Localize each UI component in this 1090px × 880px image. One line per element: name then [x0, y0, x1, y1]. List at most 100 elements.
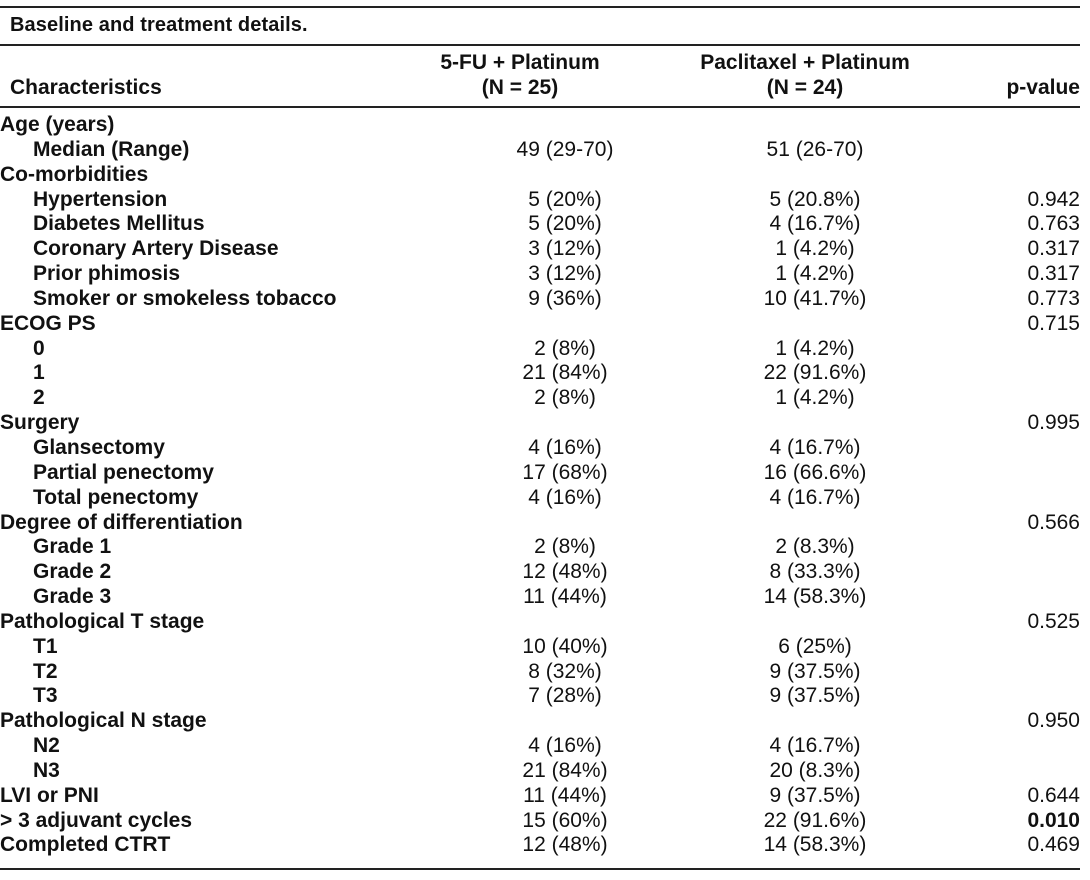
table-row: Prior phimosis 3 (12%) 1 (4.2%) 0.317	[0, 262, 1080, 287]
pvalue-cell	[940, 486, 1080, 511]
group1-cell: 49 (29-70)	[440, 138, 680, 163]
group2-cell	[680, 113, 940, 138]
group2-cell: 14 (58.3%)	[680, 585, 940, 610]
group1-cell	[440, 511, 680, 536]
group2-value: 51 (26-70)	[766, 137, 864, 161]
group1-cell: 2 (8%)	[440, 337, 680, 362]
group2-value: 1 (4.2%)	[775, 262, 855, 286]
table-row: Pathological N stage 0.950	[0, 709, 1080, 734]
table-row: ECOG PS 0.715	[0, 312, 1080, 337]
row-label: Degree of differentiation	[0, 510, 243, 534]
header-characteristics: Characteristics	[10, 76, 162, 99]
top-rule	[0, 6, 1080, 8]
table-row: 2 2 (8%) 1 (4.2%)	[0, 386, 1080, 411]
group1-value: 21 (84%)	[522, 361, 608, 385]
group2-cell: 4 (16.7%)	[680, 212, 940, 237]
group2-cell: 14 (58.3%)	[680, 833, 940, 858]
caption-rule	[0, 44, 1080, 46]
pvalue-cell: 0.525	[1027, 609, 1080, 633]
group1-value: 3 (12%)	[528, 237, 602, 261]
pvalue-cell	[940, 635, 1080, 660]
group1-value: 9 (36%)	[528, 286, 602, 310]
header-group2-name: Paclitaxel + Platinum	[700, 51, 910, 74]
row-label: 0	[33, 336, 45, 360]
group2-cell	[680, 511, 940, 536]
group1-value: 8 (32%)	[528, 659, 602, 683]
group1-value: 11 (44%)	[523, 783, 607, 807]
pvalue-cell	[940, 585, 1080, 610]
group2-cell: 22 (91.6%)	[680, 809, 940, 834]
group1-value: 5 (20%)	[528, 187, 602, 211]
group2-cell: 2 (8.3%)	[680, 535, 940, 560]
group1-value: 4 (16%)	[528, 734, 602, 758]
group2-cell: 16 (66.6%)	[680, 461, 940, 486]
group2-cell: 5 (20.8%)	[680, 188, 940, 213]
group2-value: 1 (4.2%)	[775, 237, 855, 261]
group1-value: 5 (20%)	[528, 212, 602, 236]
row-label: Partial penectomy	[33, 460, 214, 484]
group2-value: 4 (16.7%)	[769, 212, 861, 236]
group2-cell: 4 (16.7%)	[680, 734, 940, 759]
table-row: Hypertension 5 (20%) 5 (20.8%) 0.942	[0, 188, 1080, 213]
pvalue-cell: 0.773	[1027, 286, 1080, 310]
pvalue-cell: 0.763	[1027, 212, 1080, 236]
group1-cell: 9 (36%)	[440, 287, 680, 312]
group2-cell: 22 (91.6%)	[680, 361, 940, 386]
group2-value: 5 (20.8%)	[769, 187, 861, 211]
pvalue-cell	[940, 361, 1080, 386]
group2-value: 4 (16.7%)	[769, 485, 861, 509]
group1-cell: 11 (44%)	[440, 585, 680, 610]
table-row: Glansectomy 4 (16%) 4 (16.7%)	[0, 436, 1080, 461]
group1-cell	[440, 113, 680, 138]
pvalue-cell: 0.010	[1027, 808, 1080, 832]
row-label: Glansectomy	[33, 435, 165, 459]
group2-cell: 9 (37.5%)	[680, 660, 940, 685]
row-label: Median (Range)	[33, 137, 190, 161]
pvalue-cell	[940, 734, 1080, 759]
pvalue-cell	[940, 660, 1080, 685]
group1-cell: 5 (20%)	[440, 188, 680, 213]
group1-cell: 21 (84%)	[440, 361, 680, 386]
table-row: Age (years)	[0, 113, 1080, 138]
pvalue-cell: 0.942	[1027, 187, 1080, 211]
row-label: N2	[33, 734, 60, 758]
group1-cell	[440, 709, 680, 734]
group1-value: 2 (8%)	[534, 336, 596, 360]
row-label: Pathological T stage	[0, 609, 205, 633]
table-row: Co-morbidities	[0, 163, 1080, 188]
group1-cell: 2 (8%)	[440, 386, 680, 411]
table-row: Diabetes Mellitus 5 (20%) 4 (16.7%) 0.763	[0, 212, 1080, 237]
group1-cell: 3 (12%)	[440, 262, 680, 287]
group2-cell: 9 (37.5%)	[680, 784, 940, 809]
group2-cell: 1 (4.2%)	[680, 337, 940, 362]
pvalue-cell	[940, 684, 1080, 709]
table-row: Surgery 0.995	[0, 411, 1080, 436]
group2-value: 4 (16.7%)	[769, 734, 861, 758]
row-label: Grade 2	[33, 560, 112, 584]
group2-value: 6 (25%)	[778, 634, 852, 658]
group1-cell: 4 (16%)	[440, 436, 680, 461]
group2-cell: 1 (4.2%)	[680, 237, 940, 262]
pvalue-cell	[940, 138, 1080, 163]
row-label: T1	[33, 634, 58, 658]
header-group1-name: 5-FU + Platinum	[440, 51, 600, 74]
row-label: > 3 adjuvant cycles	[0, 808, 193, 832]
group2-cell: 1 (4.2%)	[680, 386, 940, 411]
table-body: Age (years) Median (Range) 49 (29-70) 51 (2…	[0, 113, 1080, 858]
group2-value: 22 (91.6%)	[763, 361, 867, 385]
row-label: LVI or PNI	[0, 783, 99, 807]
group2-value: 9 (37.5%)	[769, 783, 861, 807]
group2-value: 14 (58.3%)	[763, 833, 867, 857]
table-row: T2 8 (32%) 9 (37.5%)	[0, 660, 1080, 685]
group1-value: 3 (12%)	[528, 262, 602, 286]
group2-value: 2 (8.3%)	[775, 535, 855, 559]
row-label: Total penectomy	[33, 485, 199, 509]
row-label: Coronary Artery Disease	[33, 237, 279, 261]
group1-cell: 7 (28%)	[440, 684, 680, 709]
group1-value: 2 (8%)	[534, 386, 596, 410]
pvalue-cell: 0.950	[1027, 709, 1080, 733]
group2-value: 4 (16.7%)	[769, 435, 861, 459]
row-label: Age (years)	[0, 113, 115, 136]
pvalue-cell: 0.566	[1027, 510, 1080, 534]
